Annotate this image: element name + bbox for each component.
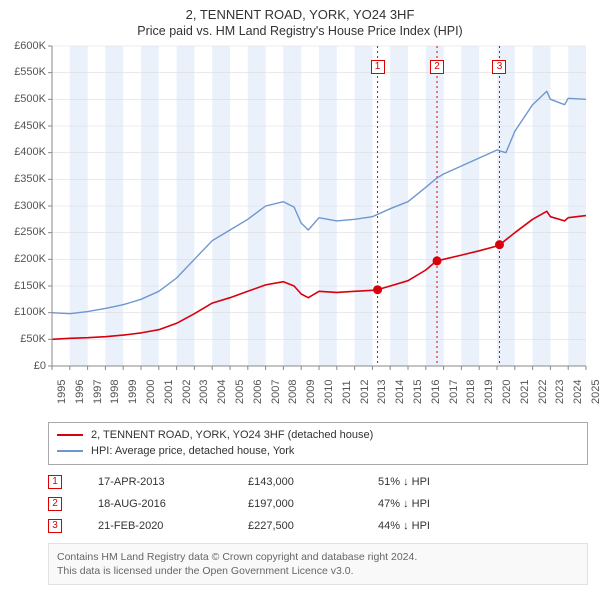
x-axis-tick-label: 2021 [519,379,531,403]
x-axis-tick-label: 2005 [234,379,246,403]
y-axis-tick-label: £100K [8,306,46,318]
event-price: £197,000 [248,493,378,515]
x-axis-tick-label: 2018 [465,379,477,403]
event-date: 18-AUG-2016 [98,493,248,515]
event-delta: 44% ↓ HPI [378,515,588,537]
legend-swatch [57,434,83,436]
x-axis-tick-label: 2023 [554,379,566,403]
y-axis-tick-label: £150K [8,280,46,292]
x-axis-tick-label: 2022 [537,379,549,403]
event-marker: 2 [430,60,444,74]
x-axis-tick-label: 2009 [305,379,317,403]
event-marker-small: 2 [48,497,62,511]
x-axis-tick-label: 1996 [74,379,86,403]
x-axis-tick-label: 2019 [483,379,495,403]
chart-subtitle: Price paid vs. HM Land Registry's House … [8,24,592,38]
event-marker-small: 1 [48,475,62,489]
legend-item: 2, TENNENT ROAD, YORK, YO24 3HF (detache… [57,427,579,444]
x-axis-tick-label: 2010 [323,379,335,403]
x-axis-tick-label: 2006 [252,379,264,403]
events-table: 1 17-APR-2013£143,00051% ↓ HPI 2 18-AUG-201… [48,471,588,537]
x-axis-tick-label: 2017 [448,379,460,403]
event-date: 17-APR-2013 [98,471,248,493]
event-delta: 47% ↓ HPI [378,493,588,515]
event-marker-small: 3 [48,519,62,533]
event-date: 21-FEB-2020 [98,515,248,537]
event-marker: 3 [492,60,506,74]
x-axis-tick-label: 1997 [92,379,104,403]
x-axis-tick-label: 2012 [359,379,371,403]
chart-plot: £0 £50K £100K £150K £200K £250K £300K £350K £400… [8,42,592,422]
y-axis-tick-label: £250K [8,226,46,238]
x-axis-tick-label: 1998 [109,379,121,403]
x-axis-tick-label: 2002 [181,379,193,403]
attribution-line: This data is licensed under the Open Gov… [57,564,579,578]
chart-title: 2, TENNENT ROAD, YORK, YO24 3HF [8,6,592,24]
x-axis-tick-label: 2025 [590,379,600,403]
y-axis-tick-label: £600K [8,40,46,52]
x-axis-tick-label: 2004 [216,379,228,403]
y-axis-tick-label: £300K [8,200,46,212]
event-price: £143,000 [248,471,378,493]
x-axis-tick-label: 2015 [412,379,424,403]
x-axis-tick-label: 2007 [270,379,282,403]
x-axis-tick-label: 2011 [341,380,353,404]
x-axis-tick-label: 1995 [56,379,68,403]
y-axis-tick-label: £0 [8,360,46,372]
y-axis-tick-label: £50K [8,333,46,345]
figure: 2, TENNENT ROAD, YORK, YO24 3HF Price pa… [0,0,600,590]
y-axis-tick-label: £500K [8,93,46,105]
x-axis-tick-label: 2000 [145,379,157,403]
legend-label: HPI: Average price, detached house, York [91,443,294,460]
x-axis-tick-label: 2024 [572,379,584,403]
event-price: £227,500 [248,515,378,537]
attribution-line: Contains HM Land Registry data © Crown c… [57,550,579,564]
event-row: 3 21-FEB-2020£227,50044% ↓ HPI [48,515,588,537]
x-axis-tick-label: 2008 [287,379,299,403]
x-axis-tick-label: 2013 [376,379,388,403]
y-axis-tick-label: £200K [8,253,46,265]
x-axis-tick-label: 2003 [198,379,210,403]
x-axis-tick-label: 2016 [430,379,442,403]
event-delta: 51% ↓ HPI [378,471,588,493]
y-axis-tick-label: £550K [8,66,46,78]
y-axis-tick-label: £450K [8,120,46,132]
x-axis-tick-label: 2014 [394,379,406,403]
event-row: 2 18-AUG-2016£197,00047% ↓ HPI [48,493,588,515]
y-axis-tick-label: £400K [8,146,46,158]
legend-swatch [57,450,83,452]
x-axis-tick-label: 1999 [127,379,139,403]
legend: 2, TENNENT ROAD, YORK, YO24 3HF (detache… [48,422,588,465]
attribution-footer: Contains HM Land Registry data © Crown c… [48,543,588,585]
y-axis-tick-label: £350K [8,173,46,185]
legend-label: 2, TENNENT ROAD, YORK, YO24 3HF (detache… [91,427,373,444]
event-row: 1 17-APR-2013£143,00051% ↓ HPI [48,471,588,493]
legend-item: HPI: Average price, detached house, York [57,443,579,460]
event-marker: 1 [371,60,385,74]
x-axis-tick-label: 2020 [501,379,513,403]
x-axis-tick-label: 2001 [163,379,175,403]
